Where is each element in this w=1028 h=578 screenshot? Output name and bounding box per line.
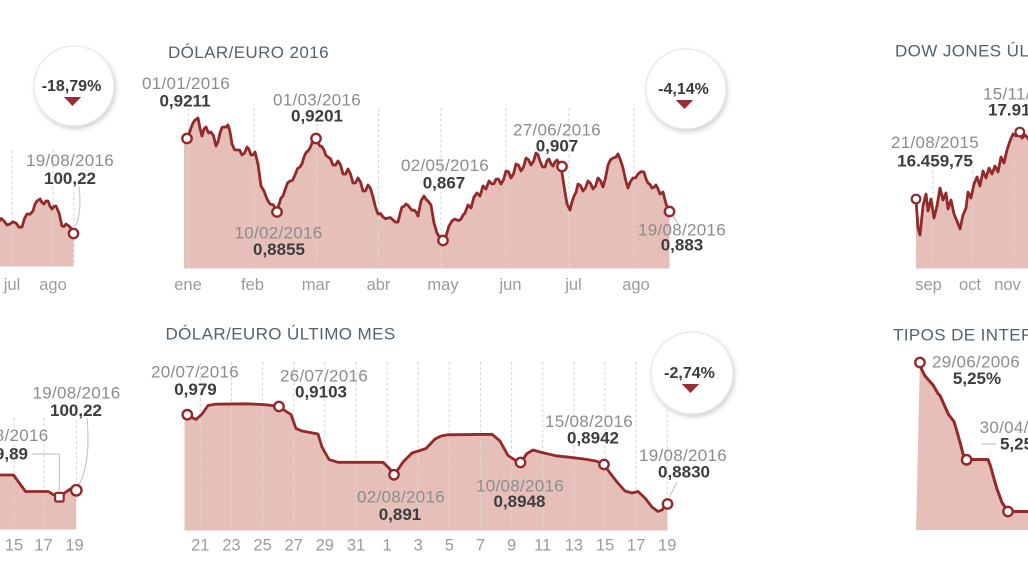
- svg-text:100,22: 100,22: [44, 169, 96, 188]
- svg-text:DÓLAR/EURO 2016: DÓLAR/EURO 2016: [168, 43, 329, 62]
- svg-text:0,8855: 0,8855: [253, 240, 305, 259]
- svg-text:sep: sep: [915, 276, 942, 294]
- svg-text:3: 3: [414, 537, 423, 555]
- svg-text:0,8942: 0,8942: [567, 429, 619, 448]
- svg-text:10/08/2016: 10/08/2016: [476, 477, 564, 496]
- svg-text:23: 23: [222, 537, 240, 555]
- svg-text:0,979: 0,979: [174, 380, 217, 399]
- svg-text:21/08/2015: 21/08/2015: [891, 133, 979, 152]
- svg-text:abr: abr: [367, 276, 391, 294]
- svg-text:01/01/2016: 01/01/2016: [142, 74, 230, 93]
- svg-text:19/08/2016: 19/08/2016: [639, 446, 727, 465]
- svg-text:feb: feb: [241, 276, 264, 294]
- svg-text:01/03/2016: 01/03/2016: [273, 91, 361, 110]
- svg-text:0,907: 0,907: [536, 137, 579, 156]
- svg-text:19/08/2016: 19/08/2016: [638, 221, 726, 240]
- svg-text:DOW JONES ÚLTIMO AÑO: DOW JONES ÚLTIMO AÑO: [895, 42, 1028, 61]
- svg-text:31: 31: [347, 537, 365, 555]
- svg-text:0,891: 0,891: [379, 505, 422, 524]
- svg-text:0,883: 0,883: [661, 236, 704, 255]
- svg-text:0,9201: 0,9201: [291, 107, 343, 126]
- svg-text:30/04/2008: 30/04/2008: [980, 418, 1028, 437]
- svg-text:15/08/2016: 15/08/2016: [545, 412, 633, 431]
- svg-text:17/08/2016: 17/08/2016: [0, 426, 49, 445]
- svg-text:15: 15: [596, 537, 614, 555]
- svg-text:20/07/2016: 20/07/2016: [151, 363, 239, 382]
- svg-text:ago: ago: [39, 276, 67, 294]
- svg-text:02/08/2016: 02/08/2016: [357, 488, 445, 507]
- svg-text:-18,79%: -18,79%: [42, 78, 102, 95]
- svg-text:1: 1: [383, 537, 392, 555]
- svg-text:10/02/2016: 10/02/2016: [234, 224, 322, 243]
- svg-text:ene: ene: [174, 276, 202, 294]
- svg-text:11: 11: [534, 537, 551, 555]
- svg-text:oct: oct: [959, 276, 981, 294]
- svg-text:9: 9: [507, 537, 516, 555]
- svg-text:16.459,75: 16.459,75: [897, 152, 973, 171]
- svg-text:15/11/2015: 15/11/2015: [983, 85, 1028, 104]
- svg-text:27: 27: [285, 537, 303, 555]
- svg-text:jul: jul: [3, 276, 21, 294]
- svg-text:17: 17: [34, 537, 52, 555]
- svg-text:5: 5: [445, 537, 454, 555]
- svg-text:29: 29: [316, 537, 334, 555]
- svg-text:0,9211: 0,9211: [159, 92, 210, 111]
- svg-text:21: 21: [191, 537, 209, 555]
- svg-text:19/08/2016: 19/08/2016: [32, 384, 120, 403]
- svg-text:15: 15: [5, 537, 23, 555]
- svg-text:19: 19: [658, 537, 676, 555]
- svg-text:13: 13: [565, 537, 583, 555]
- svg-text:0,8948: 0,8948: [494, 492, 546, 511]
- svg-text:19/08/2016: 19/08/2016: [26, 151, 114, 170]
- svg-text:19: 19: [65, 537, 83, 555]
- svg-text:27/06/2016: 27/06/2016: [513, 121, 601, 140]
- svg-text:may: may: [427, 276, 459, 294]
- svg-text:jul: jul: [564, 276, 582, 294]
- svg-text:0,8830: 0,8830: [658, 463, 710, 482]
- svg-text:02/05/2016: 02/05/2016: [401, 156, 489, 175]
- svg-text:17.918,15: 17.918,15: [988, 101, 1028, 120]
- svg-text:25: 25: [253, 537, 271, 555]
- svg-text:DÓLAR/EURO ÚLTIMO MES: DÓLAR/EURO ÚLTIMO MES: [166, 325, 396, 344]
- svg-text:nov: nov: [994, 276, 1021, 294]
- svg-text:TIPOS DE INTERÉS EN EE UU: TIPOS DE INTERÉS EN EE UU: [893, 326, 1028, 345]
- svg-text:-2,74%: -2,74%: [664, 365, 715, 382]
- svg-text:5,25%: 5,25%: [953, 369, 1001, 388]
- svg-text:mar: mar: [302, 276, 331, 294]
- svg-text:29/06/2006: 29/06/2006: [932, 353, 1020, 372]
- svg-text:26/07/2016: 26/07/2016: [280, 367, 368, 386]
- svg-text:-4,14%: -4,14%: [658, 81, 709, 98]
- svg-text:0,9103: 0,9103: [295, 383, 347, 402]
- svg-text:17: 17: [627, 537, 645, 555]
- svg-text:7: 7: [476, 537, 485, 555]
- svg-text:jun: jun: [498, 276, 521, 294]
- svg-text:99,89: 99,89: [0, 445, 28, 464]
- svg-text:100,22: 100,22: [50, 401, 102, 420]
- svg-text:5,25%: 5,25%: [1000, 435, 1028, 454]
- svg-text:0,867: 0,867: [423, 174, 466, 193]
- svg-text:ago: ago: [622, 276, 650, 294]
